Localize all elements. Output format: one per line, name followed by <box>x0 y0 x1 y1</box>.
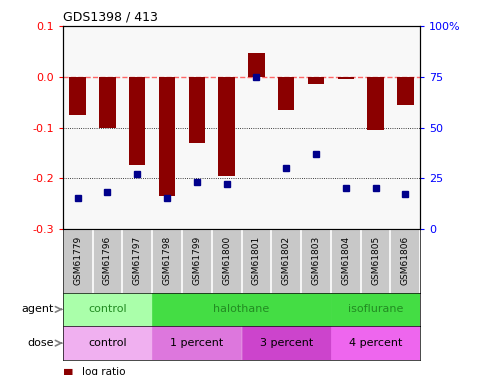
Text: GSM61804: GSM61804 <box>341 236 350 285</box>
Text: GSM61797: GSM61797 <box>133 236 142 285</box>
Text: agent: agent <box>21 304 54 314</box>
Text: GDS1398 / 413: GDS1398 / 413 <box>63 11 157 24</box>
Bar <box>189 77 205 143</box>
Bar <box>99 77 115 128</box>
Text: GSM61802: GSM61802 <box>282 236 291 285</box>
Bar <box>331 326 420 360</box>
Bar <box>397 77 413 105</box>
Text: isoflurane: isoflurane <box>348 304 403 314</box>
Bar <box>242 326 331 360</box>
Text: GSM61796: GSM61796 <box>103 236 112 285</box>
Bar <box>70 77 86 115</box>
Text: control: control <box>88 304 127 314</box>
Text: GSM61779: GSM61779 <box>73 236 82 285</box>
Bar <box>63 326 152 360</box>
Text: 3 percent: 3 percent <box>259 338 313 348</box>
Bar <box>218 77 235 176</box>
Text: 4 percent: 4 percent <box>349 338 402 348</box>
Text: GSM61798: GSM61798 <box>163 236 171 285</box>
Text: GSM61800: GSM61800 <box>222 236 231 285</box>
Bar <box>159 77 175 196</box>
Bar <box>129 77 145 165</box>
Bar <box>331 292 420 326</box>
Text: 1 percent: 1 percent <box>170 338 224 348</box>
Text: GSM61806: GSM61806 <box>401 236 410 285</box>
Bar <box>152 326 242 360</box>
Text: GSM61799: GSM61799 <box>192 236 201 285</box>
Bar <box>63 292 152 326</box>
Bar <box>278 77 294 110</box>
Text: halothane: halothane <box>213 304 270 314</box>
Text: GSM61801: GSM61801 <box>252 236 261 285</box>
Bar <box>368 77 384 130</box>
Text: GSM61805: GSM61805 <box>371 236 380 285</box>
Text: log ratio: log ratio <box>82 368 126 375</box>
Bar <box>152 292 331 326</box>
Text: dose: dose <box>28 338 54 348</box>
Text: control: control <box>88 338 127 348</box>
Bar <box>248 53 265 77</box>
Text: ■: ■ <box>63 368 73 375</box>
Bar <box>308 77 324 84</box>
Bar <box>338 77 354 80</box>
Text: GSM61803: GSM61803 <box>312 236 320 285</box>
